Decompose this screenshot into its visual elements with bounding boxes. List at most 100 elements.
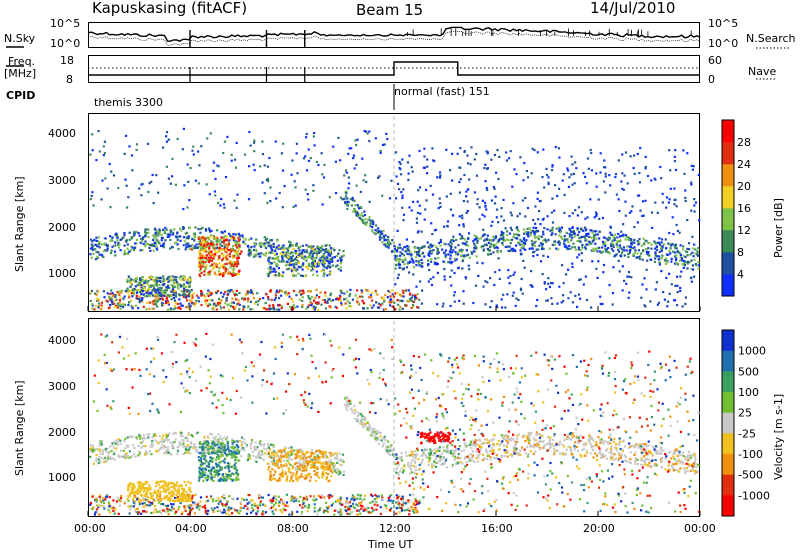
power-cell-2017 xyxy=(216,302,219,305)
velocity-cell-551 xyxy=(107,455,110,458)
power-cell-3155 xyxy=(472,240,475,243)
power-cell-1268 xyxy=(369,222,372,225)
power-cell-945 xyxy=(363,222,366,225)
power-cell-3127 xyxy=(522,179,525,182)
velocity-cell-961 xyxy=(346,401,349,404)
power-cell-565 xyxy=(611,241,614,245)
velocity-cell-925 xyxy=(255,460,258,463)
power-cell-560 xyxy=(303,258,306,261)
power-cell-3266 xyxy=(519,288,523,291)
cpid-label: CPID xyxy=(6,89,36,102)
power-cell-2014 xyxy=(360,291,363,294)
velocity-cell-136 xyxy=(482,442,485,445)
power-cell-686 xyxy=(232,238,236,242)
velocity-cell-515 xyxy=(99,452,102,455)
power-cell-275 xyxy=(580,235,583,239)
power-cell-2701 xyxy=(304,274,308,277)
power-cell-2808 xyxy=(399,173,403,176)
power-cell-433 xyxy=(155,243,158,246)
velocity-cell-182 xyxy=(193,445,196,448)
power-cell-1947 xyxy=(134,304,138,307)
power-cell-1121 xyxy=(462,258,465,261)
power-cell-3144 xyxy=(571,226,574,229)
velocity-cell-395 xyxy=(95,457,98,460)
power-cell-761 xyxy=(119,238,122,241)
power-cell-1277 xyxy=(412,266,415,269)
power-cell-2367 xyxy=(170,290,173,293)
power-cell-1521 xyxy=(227,243,230,246)
velocity-cell-1114 xyxy=(92,448,96,451)
power-cell-3284 xyxy=(458,191,461,194)
velocity-cell-742 xyxy=(95,459,98,462)
velocity-cell-1096 xyxy=(128,450,131,453)
power-cell-3647 xyxy=(189,166,192,170)
power-cell-1178 xyxy=(605,237,608,240)
power-cell-1686 xyxy=(208,236,212,239)
power-cell-1959 xyxy=(389,301,392,304)
power-cell-131 xyxy=(524,248,527,251)
power-cell-3287 xyxy=(560,226,563,229)
power-cell-458 xyxy=(98,241,101,244)
power-cell-397 xyxy=(547,238,550,242)
power-cell-3269 xyxy=(505,159,508,162)
power-cell-675 xyxy=(396,255,399,258)
velocity-cell-566 xyxy=(242,447,245,450)
power-cell-125 xyxy=(506,234,509,237)
power-cell-3696 xyxy=(304,188,307,191)
power-cell-946 xyxy=(285,256,289,259)
power-cell-3590 xyxy=(109,206,112,209)
power-cell-3314 xyxy=(598,217,601,220)
velocity-cell-942 xyxy=(141,440,144,443)
power-cell-2187 xyxy=(105,299,108,302)
velocity-cell-492 xyxy=(287,454,290,457)
power-cell-3407 xyxy=(464,276,467,279)
velocity-cell-350 xyxy=(453,452,456,455)
power-cell-2851 xyxy=(636,221,639,224)
power-cell-2601 xyxy=(310,245,313,248)
velocity-cell-1001 xyxy=(342,460,345,463)
power-cell-3151 xyxy=(412,200,415,203)
power-cell-464 xyxy=(691,251,694,254)
power-cell-20 xyxy=(247,252,250,256)
power-cell-2422 xyxy=(174,282,177,285)
velocity-cell-167 xyxy=(131,455,134,458)
power-cell-2787 xyxy=(329,258,332,261)
velocity-cell-1172 xyxy=(436,447,439,450)
power-cell-1160 xyxy=(93,238,96,242)
power-cell-1618 xyxy=(199,246,202,249)
power-cell-3087 xyxy=(549,229,552,232)
velocity-cell-40 xyxy=(384,448,388,451)
velocity-cell-497 xyxy=(447,444,450,447)
velocity-cell-1067 xyxy=(104,447,107,451)
velocity-cell-1123 xyxy=(410,471,414,474)
power-cell-402 xyxy=(546,228,549,231)
velocity-cell-847 xyxy=(290,453,293,456)
power-cell-2120 xyxy=(155,302,158,305)
power-cell-2980 xyxy=(582,172,585,175)
velocity-cell-481 xyxy=(427,452,430,455)
power-cell-3552 xyxy=(290,173,293,176)
power-cell-1317 xyxy=(100,253,103,256)
power-cell-1109 xyxy=(133,232,136,235)
power-cell-3390 xyxy=(481,262,484,265)
power-cell-2524 xyxy=(156,283,159,286)
power-cell-3112 xyxy=(684,189,687,192)
velocity-cell-817 xyxy=(346,400,349,403)
power-cell-2195 xyxy=(231,290,234,293)
velocity-cell-995 xyxy=(525,435,528,438)
power-cell-3506 xyxy=(98,150,101,153)
power-cell-2922 xyxy=(497,221,500,224)
velocity-cell-974 xyxy=(382,436,385,440)
power-cell-2061 xyxy=(184,296,188,299)
power-cell-900 xyxy=(692,255,695,258)
power-cell-3614 xyxy=(312,189,315,192)
power-cell-2579 xyxy=(328,262,331,265)
power-cell-1737 xyxy=(417,306,420,309)
power-cell-3129 xyxy=(628,211,632,214)
power-cell-3687 xyxy=(104,177,107,180)
power-cell-1179 xyxy=(162,243,165,246)
power-cell-2596 xyxy=(320,249,323,253)
power-cell-2490 xyxy=(132,293,135,296)
velocity-cell-620 xyxy=(474,442,477,445)
power-cell-709 xyxy=(249,253,252,256)
